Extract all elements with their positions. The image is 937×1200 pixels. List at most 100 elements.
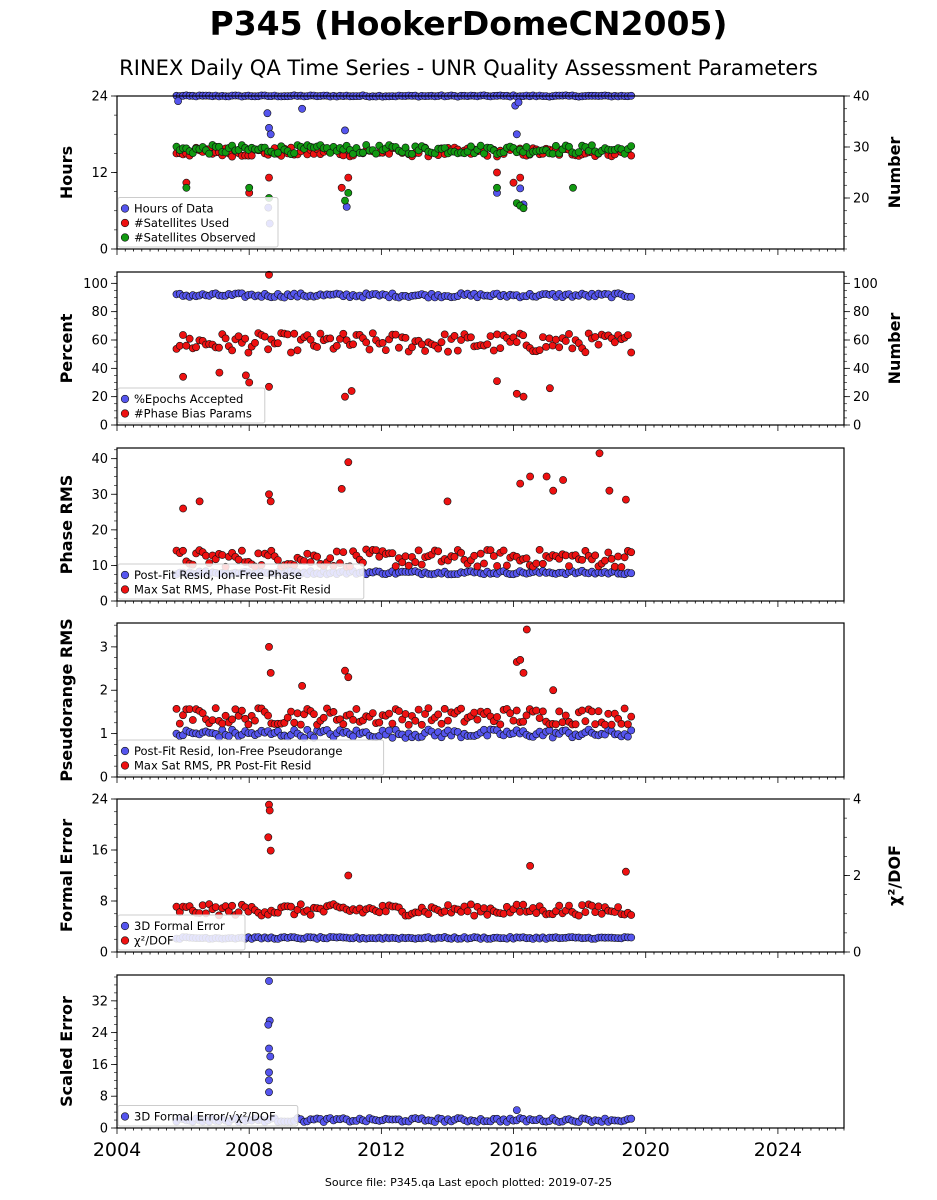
legend-box	[117, 739, 385, 776]
data-point	[245, 378, 254, 387]
data-point	[473, 562, 482, 571]
data-point	[264, 1020, 273, 1029]
data-point	[381, 907, 390, 916]
data-point	[398, 558, 407, 567]
data-point	[581, 348, 590, 357]
x-tick-label: 2024	[754, 1139, 802, 1161]
data-point	[569, 183, 577, 192]
legend-label: χ²/DOF	[134, 934, 174, 948]
panel-phase: 0 10 20 30 40 Phase RMS Post-Fit Resid, Ion-Fr…	[57, 447, 845, 610]
data-point	[182, 341, 191, 350]
data-point	[247, 151, 256, 160]
data-point	[605, 486, 614, 495]
data-point	[443, 497, 452, 506]
data-point	[394, 707, 403, 715]
data-point	[265, 270, 273, 279]
panel-percent: 0 20 40 60 80 100 Percent 0 20 40 60 80 100 Number %Ep…	[57, 270, 904, 434]
data-point	[565, 330, 573, 338]
data-point	[414, 546, 423, 555]
data-point	[535, 546, 544, 554]
legend-marker	[120, 761, 130, 770]
data-point	[411, 716, 420, 725]
data-point	[549, 686, 558, 695]
x-tick-label: 2012	[357, 1139, 405, 1161]
data-point	[266, 1052, 275, 1061]
data-point	[516, 479, 525, 488]
data-point	[264, 711, 272, 720]
y-tick-label: 3	[100, 640, 108, 655]
legend-label: Max Sat RMS, Phase Post-Fit Resid	[134, 583, 331, 597]
data-point	[211, 903, 220, 911]
y-right-tick-label: 30	[853, 141, 870, 156]
chart-title: P345 (HookerDomeCN2005)	[209, 4, 728, 43]
data-point	[574, 148, 583, 156]
data-point	[591, 551, 600, 560]
source-footer: Source file: P345.qa Last epoch plotted:…	[324, 1176, 613, 1189]
data-point	[372, 149, 380, 158]
data-point	[546, 384, 554, 393]
data-point	[332, 341, 341, 350]
data-point	[512, 900, 521, 909]
y-right-tick-label: 40	[853, 90, 870, 105]
data-point	[296, 900, 305, 909]
data-point	[595, 449, 604, 458]
data-point	[509, 716, 518, 725]
data-point	[578, 706, 586, 715]
legend: %Epochs Accepted#Phase Bias Params	[117, 387, 266, 424]
data-point	[559, 476, 567, 484]
data-point	[358, 148, 367, 157]
data-point	[581, 717, 590, 726]
legend-label: 3D Formal Error	[134, 919, 225, 933]
legend-box	[117, 914, 246, 951]
data-point	[265, 124, 273, 132]
data-point	[293, 346, 302, 355]
data-point	[192, 343, 200, 352]
data-point	[263, 109, 272, 118]
data-point	[273, 148, 282, 157]
data-point	[381, 346, 390, 354]
data-point	[522, 554, 531, 563]
data-point	[208, 716, 217, 724]
data-point	[444, 716, 452, 725]
x-tick-label: 2004	[93, 1139, 141, 1161]
data-point	[385, 709, 393, 718]
data-point	[607, 720, 616, 729]
data-point	[512, 389, 521, 398]
data-point	[372, 546, 380, 554]
data-point	[519, 331, 528, 340]
data-point	[264, 345, 272, 354]
series-pseudorange-1	[172, 625, 636, 729]
y-tick-label: 0	[100, 946, 108, 961]
data-point	[401, 552, 410, 561]
y-right-axis-label: χ²/DOF	[885, 845, 904, 906]
data-point	[512, 130, 521, 139]
panel-pseudorange: 0 1 2 3 Pseudorange RMS Post-Fit Resid, Ion-F…	[57, 618, 845, 786]
x-tick-label: 2008	[225, 1139, 273, 1161]
data-point	[175, 719, 184, 728]
data-point	[604, 548, 613, 557]
data-point	[414, 705, 423, 714]
legend-marker	[120, 394, 130, 404]
data-point	[624, 732, 632, 741]
data-point	[408, 343, 416, 352]
data-point	[265, 1068, 273, 1077]
data-point	[283, 713, 292, 722]
data-point	[391, 562, 400, 571]
data-point	[514, 98, 523, 107]
data-point	[309, 710, 318, 718]
data-point	[516, 173, 525, 182]
data-point	[290, 329, 299, 338]
data-point	[265, 173, 273, 182]
legend-marker	[120, 1112, 130, 1121]
data-point	[597, 909, 606, 918]
data-point	[627, 569, 636, 578]
data-point	[627, 726, 636, 735]
data-point	[466, 333, 475, 342]
data-point	[234, 555, 243, 564]
y-axis-label: Hours	[57, 146, 76, 199]
data-point	[620, 553, 629, 562]
data-point	[627, 548, 636, 557]
data-point	[522, 625, 531, 634]
